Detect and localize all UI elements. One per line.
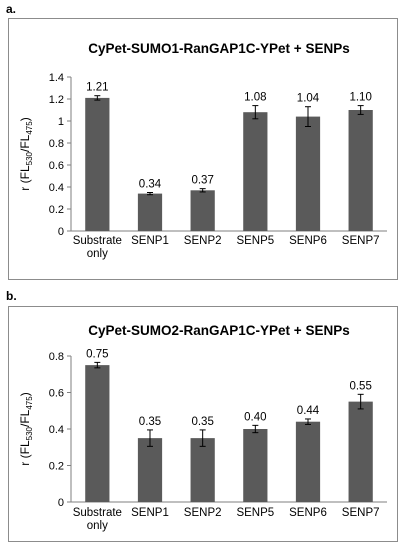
bar-2 <box>190 438 215 502</box>
y-tick-label: 0.4 <box>49 182 64 194</box>
data-label-2: 0.37 <box>191 175 213 187</box>
bar-4 <box>295 421 321 502</box>
category-label-5: SENP7 <box>342 507 380 519</box>
data-label-4: 1.04 <box>297 93 320 105</box>
data-label-3: 0.40 <box>244 411 266 423</box>
bar-1 <box>137 438 163 502</box>
y-tick-label: 0.6 <box>49 388 64 400</box>
data-label-5: 1.10 <box>349 92 371 104</box>
bar-4 <box>295 116 321 231</box>
y-tick-label: 0.8 <box>49 138 64 150</box>
data-label-1: 0.35 <box>139 416 161 428</box>
category-label-5: SENP7 <box>342 235 380 247</box>
category-label-0: Substrate <box>73 235 122 247</box>
y-tick-label: 0 <box>58 497 64 509</box>
data-label-0: 1.21 <box>86 82 108 94</box>
panel-label-b: b. <box>6 289 17 303</box>
chart-0-content: CyPet-SUMO1-RanGAP1C-YPet + SENPs 0 0.2 0.4… <box>18 41 387 260</box>
category-label-0: only <box>87 248 108 260</box>
category-label-0: Substrate <box>73 507 122 519</box>
bar-0 <box>85 97 110 232</box>
bar-0 <box>85 365 110 502</box>
y-tick-label: 1.2 <box>49 94 64 106</box>
data-label-0: 0.75 <box>86 348 108 360</box>
y-tick-label: 0.4 <box>49 424 64 436</box>
bar-2 <box>190 190 215 231</box>
category-label-0: only <box>87 520 108 532</box>
bar-1 <box>137 193 163 231</box>
chart-b: CyPet-SUMO2-RanGAP1C-YPet + SENPs 0 0.2 0.4… <box>18 323 387 532</box>
chart-1-content: CyPet-SUMO2-RanGAP1C-YPet + SENPs 0 0.2 0.4… <box>18 323 387 532</box>
y-tick-label: 0.2 <box>49 461 64 473</box>
category-label-4: SENP6 <box>289 235 327 247</box>
category-label-2: SENP2 <box>184 235 222 247</box>
data-label-5: 0.55 <box>349 380 371 392</box>
panel-label-a: a. <box>6 2 17 16</box>
bar-3 <box>243 429 268 502</box>
chart-a-frame: CyPet-SUMO1-RanGAP1C-YPet + SENPs 0 0.2 0.4… <box>8 18 398 280</box>
category-label-4: SENP6 <box>289 507 327 519</box>
y-axis-label: r (FL530/FL475) <box>18 117 34 190</box>
chart-title: CyPet-SUMO2-RanGAP1C-YPet + SENPs <box>88 323 349 338</box>
chart-b-frame: CyPet-SUMO2-RanGAP1C-YPet + SENPs 0 0.2 0.4… <box>8 306 398 542</box>
data-label-2: 0.35 <box>191 416 213 428</box>
data-label-4: 0.44 <box>297 405 320 417</box>
category-label-3: SENP5 <box>236 507 274 519</box>
category-label-3: SENP5 <box>236 235 274 247</box>
y-tick-label: 0.2 <box>49 204 64 216</box>
chart-a: CyPet-SUMO1-RanGAP1C-YPet + SENPs 0 0.2 0.4… <box>18 41 387 260</box>
chart-title: CyPet-SUMO1-RanGAP1C-YPet + SENPs <box>88 41 349 56</box>
category-label-1: SENP1 <box>131 507 169 519</box>
bar-5 <box>348 401 373 502</box>
bar-3 <box>243 112 268 231</box>
category-label-2: SENP2 <box>184 507 222 519</box>
y-tick-label: 0.8 <box>49 351 64 363</box>
data-label-3: 1.08 <box>244 92 266 104</box>
category-label-1: SENP1 <box>131 235 169 247</box>
y-tick-label: 0.6 <box>49 160 64 172</box>
y-tick-label: 0 <box>58 226 64 238</box>
data-label-1: 0.34 <box>139 179 162 191</box>
bar-5 <box>348 110 373 231</box>
y-axis-label: r (FL530/FL475) <box>18 392 34 465</box>
y-tick-label: 1.4 <box>49 72 64 84</box>
y-tick-label: 1 <box>58 116 64 128</box>
